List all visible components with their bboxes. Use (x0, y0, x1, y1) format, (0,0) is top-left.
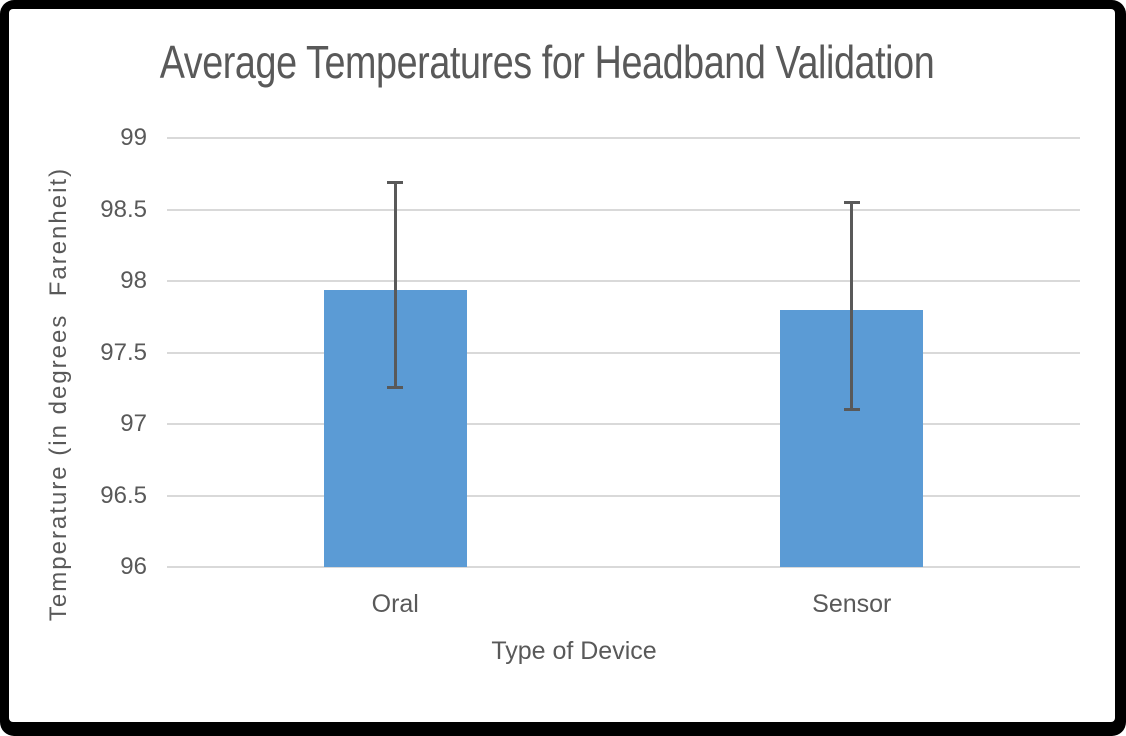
gridline (167, 208, 1080, 211)
gridline (167, 137, 1080, 139)
x-axis-line (167, 566, 1080, 568)
gridline (167, 280, 1080, 282)
error-bar-bottom-cap-sensor (843, 407, 860, 411)
error-bar-line-sensor (850, 202, 854, 410)
error-bar-top-cap-sensor (843, 201, 860, 205)
gridline (167, 494, 1080, 497)
chart-title: Average Temperatures for Headband Valida… (159, 36, 935, 88)
error-bar-top-cap-oral (387, 181, 404, 185)
x-tick-label-oral: Oral (371, 590, 419, 618)
error-bar-bottom-cap-oral (387, 386, 404, 390)
gridline (167, 351, 1080, 354)
plot-area (167, 137, 1080, 568)
y-tick-label: 97 (120, 410, 147, 437)
y-tick-label: 98.5 (100, 195, 147, 223)
y-tick-label: 97.5 (100, 338, 147, 366)
error-bar-line-oral (393, 182, 397, 389)
y-tick-label: 96 (120, 553, 147, 580)
gridline (167, 423, 1080, 425)
x-axis-title: Type of Device (491, 637, 657, 665)
chart-canvas: Average Temperatures for Headband Valida… (9, 9, 1115, 722)
x-tick-label-sensor: Sensor (812, 590, 892, 618)
y-tick-label: 96.5 (100, 481, 147, 509)
y-tick-label: 98 (120, 267, 147, 294)
y-tick-label: 99 (120, 124, 147, 151)
